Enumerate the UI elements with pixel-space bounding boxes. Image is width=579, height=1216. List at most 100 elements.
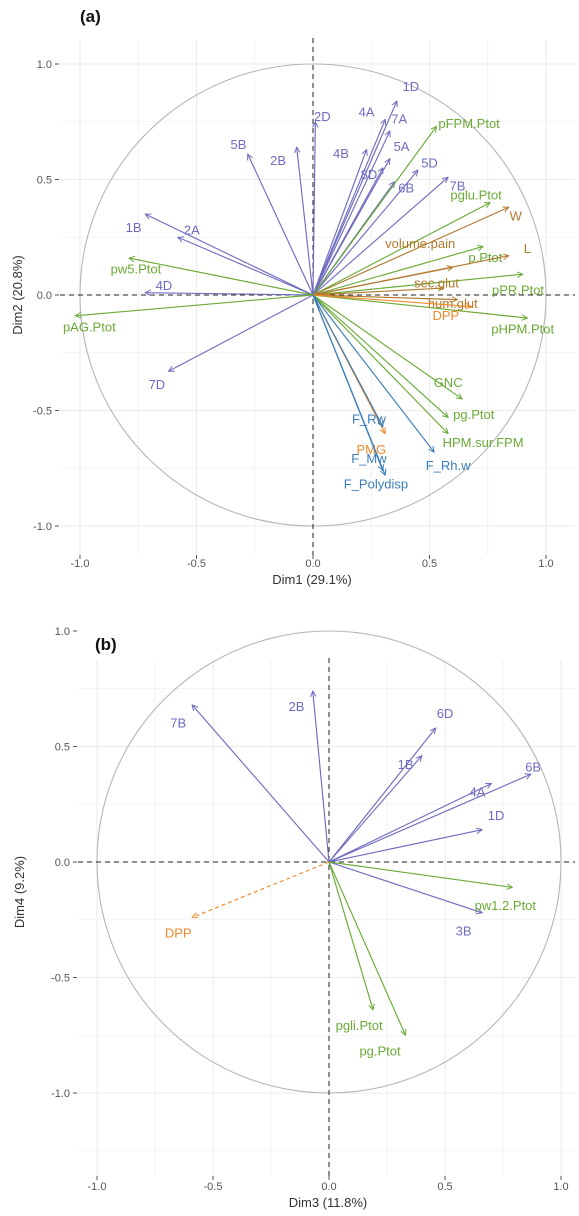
panel-a-vector-arrow-1b	[145, 214, 314, 296]
panel-b-vector-arrow-6d	[328, 728, 436, 863]
panel-b-gridlines	[78, 660, 575, 1176]
panel-b-y-tick-label: 0.5	[55, 742, 70, 754]
panel-a-vector-label-hpm-sur-fpm: HPM.sur.FPM	[443, 435, 524, 450]
panel-a-vector-label-8d: 8D	[361, 167, 378, 182]
panel-a-x-tick-label: 1.0	[538, 558, 553, 570]
panel-a-vector-label-7d: 7D	[149, 377, 166, 392]
panel-a-vector-label-phpm-ptot: pHPM.Ptot	[491, 322, 554, 337]
panel-a-vector-label-ppr-ptot: pPR.Ptot	[492, 282, 544, 297]
panel-a-vector-arrow-f-polydisp	[312, 294, 383, 471]
panel-a-vector-label-2b: 2B	[270, 153, 286, 168]
panel-a-vector-arrow-4b	[312, 149, 367, 296]
panel-a-vector-label-pglu-ptot: pglu.Ptot	[450, 188, 502, 203]
panel-b-vector-label-6b: 6B	[525, 759, 541, 774]
panel-a-vector-label-1b: 1B	[126, 220, 142, 235]
panel-a-vector-label-4a: 4A	[359, 105, 375, 120]
panel-a-vector-label-pfpm-ptot: pFPM.Ptot	[438, 116, 500, 131]
panel-a-vector-label-5b: 5B	[230, 137, 246, 152]
panel-b-x-axis-title: Dim3 (11.8%)	[289, 1195, 368, 1210]
panel-a-vector-label-pmg: PMG	[356, 442, 386, 457]
panel-b-vector-label-7b: 7B	[170, 715, 186, 730]
panel-a-vector-arrow-hum-glut	[312, 294, 457, 300]
panel-b-vector-label-1d: 1D	[488, 808, 505, 823]
panel-a-vector-label-f-mw: F_Mw	[351, 451, 387, 466]
panel-b-x-tick-label: 0.0	[321, 1181, 336, 1193]
panel-a-vector-arrow-4d	[145, 293, 314, 295]
panel-a-vector-label-2d: 2D	[314, 109, 331, 124]
panel-a-vector-label-pag-ptot: pAG.Ptot	[63, 319, 116, 334]
panel-a-vector-arrow-volume-pain	[312, 267, 453, 296]
panel-a-vector-arrow-hpm-sur-fpm	[312, 294, 448, 417]
panel-b-x-tick-label: 0.5	[437, 1181, 452, 1193]
panel-a-y-tick-label: 0.5	[37, 175, 52, 187]
panel-a-y-tick-label: 1.0	[37, 59, 52, 71]
panel-a-vector-arrow-5b	[248, 154, 314, 296]
panel-a-vector-arrow-pg-ptot	[312, 294, 448, 434]
panel-a-vector-arrow-p-ptot	[312, 246, 483, 296]
panel-a-x-tick-label: -0.5	[187, 558, 206, 570]
panel-a-vector-label-f-rw: F_Rw	[352, 412, 387, 427]
panel-b-vector-arrow-1d	[328, 830, 482, 863]
panel-b-y-tick-label: -0.5	[51, 973, 70, 985]
panel-b-x-tick-label: -0.5	[204, 1181, 223, 1193]
panel-b-y-tick-label: 1.0	[55, 626, 70, 638]
panel-a-vector-label-7a: 7A	[391, 111, 407, 126]
panel-b-chart: (b) -1.0 -1.0 -0.5 -0.5 0.0 0.0 0.5 0.5 1.0 1.0 7B…	[12, 626, 575, 1210]
panel-b-vector-label-pw1-2-ptot: pw1.2.Ptot	[475, 898, 537, 913]
panel-a-vector-arrow-f-rw	[312, 294, 383, 427]
panel-a-vector-label-volume-pain: volume.pain	[385, 236, 455, 251]
panel-a-vector-label-pw5-ptot: pw5.Ptot	[111, 262, 162, 277]
panel-b-vector-label-6d: 6D	[437, 706, 454, 721]
panel-a-vector-arrow-pag-ptot	[75, 294, 314, 316]
panel-a-y-tick-label: -1.0	[33, 521, 52, 533]
panel-b-vector-arrow-1b	[328, 756, 422, 863]
panel-b-vector-label-pg-ptot: pg.Ptot	[359, 1043, 401, 1058]
panel-a-vector-arrow-gnc	[312, 294, 462, 399]
panel-a-vector-arrow-pglu-ptot	[312, 202, 490, 296]
panel-a-y-axis-title: Dim2 (20.8%)	[10, 255, 25, 334]
panel-b-vector-arrow-pw1-2-ptot	[328, 861, 512, 887]
panel-a-vector-arrow-8d	[312, 168, 383, 296]
panel-a-vector-arrow-sec-glut	[312, 288, 443, 296]
panel-a-vector-arrow-w	[312, 207, 509, 296]
panel-a-vector-label-gnc: GNC	[434, 375, 463, 390]
panel-b-vector-arrow-pg-ptot	[328, 861, 406, 1035]
panel-a-vector-label-pg-ptot: pg.Ptot	[453, 407, 495, 422]
panel-a-vector-label-6b: 6B	[398, 181, 414, 196]
panel-b-x-tick-label: 1.0	[553, 1181, 568, 1193]
panel-b-vector-label-3b: 3B	[456, 923, 472, 938]
panel-b-y-axis-title: Dim4 (9.2%)	[12, 856, 27, 928]
panel-a-y-tick-label: 0.0	[37, 290, 52, 302]
panel-a-vector-arrow-4a	[312, 119, 385, 296]
panel-b-y-tick-label: 0.0	[55, 857, 70, 869]
panel-a-vector-arrow-phpm-ptot	[312, 294, 527, 318]
panel-b-vector-arrow-dpp	[192, 861, 330, 917]
panel-a-vector-label-sec-glut: sec.glut	[414, 275, 459, 290]
panel-a-vector-label-5a: 5A	[394, 139, 410, 154]
panel-a-plot-area: -1.0 -1.0 -0.5 -0.5 0.0 0.0 0.5 0.5 1.0 1.0 1D 4A 7A…	[33, 38, 575, 570]
panel-a-vector-label-f-rh-w: F_Rh.w	[426, 458, 471, 473]
panel-a-vector-label-f-polydisp: F_Polydisp	[344, 476, 408, 491]
panel-a-x-tick-label: 0.5	[422, 558, 437, 570]
panel-a-vector-label-2a: 2A	[184, 222, 200, 237]
panel-a-tag: (a)	[80, 7, 101, 26]
panel-b-vector-arrow-7b	[192, 705, 330, 863]
panel-a-vector-arrow-7b	[312, 177, 448, 296]
panel-b-vector-arrow-2b	[313, 691, 330, 863]
panel-b-vector-label-2b: 2B	[289, 699, 305, 714]
panel-b-y-tick-label: -1.0	[51, 1088, 70, 1100]
panel-b-vector-arrow-4a	[328, 783, 491, 863]
panel-b-tag: (b)	[95, 635, 117, 654]
panel-b-vector-label-dpp: DPP	[165, 926, 192, 941]
panel-b-vector-label-1b: 1B	[398, 757, 414, 772]
panel-a-vector-arrow-7a	[312, 131, 390, 296]
panel-a-vector-label-dpp: DPP	[432, 308, 459, 323]
panel-a-x-tick-label: -1.0	[71, 558, 90, 570]
panel-b-plot-area: -1.0 -1.0 -0.5 -0.5 0.0 0.0 0.5 0.5 1.0 1.0 7B 2B 6D…	[51, 626, 575, 1193]
panel-a-vector-arrow-2b	[297, 147, 314, 296]
panel-a-vector-arrow-f-rh-w	[312, 294, 434, 452]
panel-a-y-tick-label: -0.5	[33, 406, 52, 418]
panel-a-vector-label-l: L	[524, 241, 531, 256]
panel-b-vector-label-4a: 4A	[470, 785, 486, 800]
